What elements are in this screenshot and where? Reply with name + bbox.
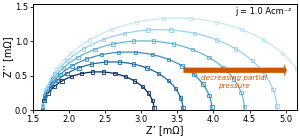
- Point: [68, 53, 73, 55]
- Point: [47, 88, 52, 90]
- Point: [171, 43, 176, 45]
- Point: [131, 63, 136, 65]
- Point: [51, 78, 56, 80]
- Point: [116, 51, 121, 53]
- Point: [169, 29, 174, 31]
- Point: [274, 105, 279, 107]
- Point: [122, 32, 127, 34]
- Point: [261, 39, 266, 41]
- Point: [69, 75, 74, 78]
- Point: [250, 60, 255, 62]
- Point: [133, 51, 138, 53]
- Point: [181, 106, 185, 109]
- Point: [192, 73, 197, 76]
- Point: [40, 106, 45, 108]
- Point: [192, 32, 197, 34]
- Point: [161, 17, 166, 20]
- Point: [101, 71, 106, 73]
- Point: [242, 105, 247, 108]
- Point: [40, 107, 45, 109]
- Point: [89, 63, 94, 65]
- Point: [140, 86, 145, 88]
- Point: [44, 85, 49, 88]
- Point: [43, 91, 48, 94]
- Point: [49, 83, 54, 85]
- Text: j = 1.0 Acm⁻²: j = 1.0 Acm⁻²: [235, 7, 291, 16]
- Point: [146, 29, 151, 31]
- Point: [209, 106, 214, 108]
- Point: [42, 99, 46, 101]
- Point: [84, 58, 89, 60]
- Point: [166, 80, 171, 82]
- Point: [214, 21, 219, 23]
- Point: [262, 73, 267, 75]
- Point: [201, 83, 206, 85]
- Point: [233, 48, 238, 50]
- Point: [61, 67, 66, 69]
- Point: [64, 60, 69, 62]
- Point: [221, 67, 226, 69]
- Point: [151, 40, 156, 42]
- Point: [79, 72, 84, 75]
- Point: [188, 17, 192, 20]
- Point: [152, 107, 157, 109]
- Point: [206, 56, 211, 59]
- Point: [280, 53, 285, 55]
- Point: [240, 29, 244, 31]
- Point: [111, 43, 116, 45]
- Point: [110, 28, 115, 30]
- Point: [173, 88, 178, 90]
- Point: [239, 91, 244, 94]
- Point: [44, 88, 49, 91]
- Point: [134, 21, 139, 23]
- Point: [131, 40, 136, 42]
- Point: [60, 80, 64, 82]
- Point: [146, 92, 151, 94]
- Point: [190, 49, 195, 51]
- Point: [117, 61, 122, 63]
- Point: [54, 68, 59, 70]
- Point: [271, 88, 275, 91]
- Point: [40, 106, 45, 108]
- Point: [150, 54, 155, 56]
- Point: [156, 72, 161, 75]
- Point: [103, 61, 108, 63]
- Point: [207, 94, 212, 96]
- Point: [40, 103, 45, 106]
- Point: [145, 67, 149, 69]
- Point: [43, 94, 47, 96]
- Point: [178, 97, 183, 99]
- Point: [42, 97, 47, 99]
- Point: [166, 58, 171, 60]
- Point: [99, 54, 104, 56]
- Point: [81, 48, 86, 50]
- Point: [52, 86, 56, 88]
- Point: [101, 39, 106, 41]
- Point: [64, 72, 69, 75]
- Y-axis label: Z’’ [mΩ]: Z’’ [mΩ]: [4, 37, 14, 77]
- Point: [76, 56, 80, 59]
- Point: [87, 39, 92, 41]
- X-axis label: Z’ [mΩ]: Z’ [mΩ]: [146, 126, 183, 136]
- Point: [231, 78, 236, 80]
- Point: [294, 68, 299, 70]
- Point: [52, 73, 57, 75]
- Point: [112, 72, 117, 75]
- Point: [132, 80, 137, 82]
- Point: [214, 39, 219, 41]
- Text: decreasing partial
pressure: decreasing partial pressure: [201, 75, 267, 89]
- Point: [123, 76, 128, 78]
- Point: [150, 99, 155, 101]
- Point: [40, 104, 45, 106]
- Point: [90, 71, 95, 73]
- Point: [70, 65, 74, 67]
- Point: [76, 67, 81, 69]
- Point: [46, 92, 51, 94]
- Point: [58, 73, 62, 76]
- Point: [55, 80, 59, 82]
- Point: [180, 65, 184, 67]
- Point: [92, 48, 97, 50]
- Point: [40, 105, 45, 107]
